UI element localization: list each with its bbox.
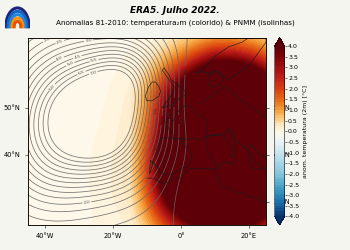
Text: 6.5: 6.5: [77, 70, 85, 76]
Text: Anomalias 81-2010: temperatura₂m (colorido) & PNMM (isolinhas): Anomalias 81-2010: temperatura₂m (colori…: [56, 20, 294, 26]
Text: 2.5: 2.5: [159, 117, 164, 124]
Text: 3.0: 3.0: [85, 38, 92, 43]
Text: 5.0: 5.0: [66, 61, 74, 67]
Text: 2.0: 2.0: [43, 36, 51, 43]
Text: 1.5: 1.5: [168, 110, 172, 117]
PathPatch shape: [275, 38, 285, 46]
Y-axis label: anom. temperatura (2m) [°C]: anom. temperatura (2m) [°C]: [303, 85, 308, 178]
Text: 6.0: 6.0: [48, 84, 56, 91]
Text: 2.5: 2.5: [56, 39, 64, 45]
Text: 2.0: 2.0: [83, 200, 91, 205]
Text: 4.5: 4.5: [74, 54, 81, 60]
Text: 0.0: 0.0: [183, 67, 188, 74]
Text: 1.0: 1.0: [172, 99, 176, 106]
Text: 0.5: 0.5: [177, 116, 181, 123]
Text: 4.0: 4.0: [56, 56, 64, 62]
Text: 5.5: 5.5: [90, 58, 98, 63]
Text: 7.0: 7.0: [89, 70, 97, 76]
Text: ERA5. Julho 2022.: ERA5. Julho 2022.: [130, 6, 220, 15]
PathPatch shape: [275, 216, 285, 225]
Text: 3.5: 3.5: [154, 106, 158, 114]
